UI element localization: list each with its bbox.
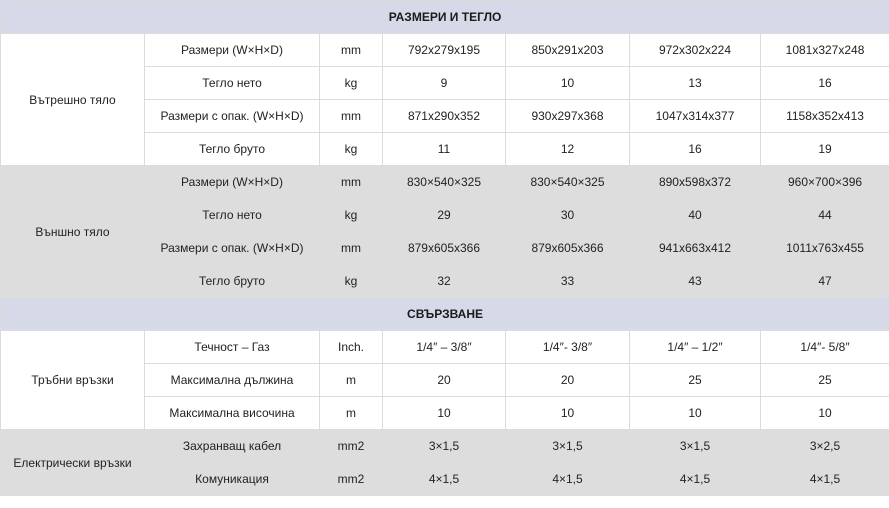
value-cell: 4×1,5 — [382, 462, 506, 496]
value-cell: 20 — [505, 363, 630, 397]
value-cell: 32 — [382, 264, 506, 298]
parameter-name: Размери (W×H×D) — [144, 33, 320, 67]
parameter-name: Течност – Газ — [144, 330, 320, 364]
unit-cell: mm — [319, 165, 383, 199]
section-header-row: СВЪРЗВАНЕ — [0, 297, 889, 331]
value-cell: 30 — [505, 198, 630, 232]
value-cell: 1/4″ – 3/8″ — [382, 330, 506, 364]
value-cell: 1047x314x377 — [629, 99, 761, 133]
unit-cell: kg — [319, 198, 383, 232]
value-cell: 20 — [382, 363, 506, 397]
value-cell: 930x297x368 — [505, 99, 630, 133]
value-cell: 40 — [629, 198, 761, 232]
parameter-name: Тегло бруто — [144, 264, 320, 298]
value-cell: 16 — [759, 66, 889, 100]
value-cell: 10 — [629, 396, 761, 430]
parameter-name: Тегло нето — [144, 198, 320, 232]
table-row: Размери с опак. (W×H×D) mm 879x605x366 879x… — [1, 231, 889, 265]
table-row: Максимална дължина m 20 20 25 25 — [1, 363, 889, 397]
group-label: Вътрешно тяло — [0, 33, 145, 166]
value-cell: 4×1,5 — [629, 462, 761, 496]
table-row: Електрически връзки Захранващ кабел mm2 3×1… — [0, 429, 889, 496]
value-cell: 25 — [759, 363, 889, 397]
value-cell: 890x598x372 — [629, 165, 761, 199]
table-row: Комуникация mm2 4×1,5 4×1,5 4×1,5 4×1,5 — [1, 462, 889, 496]
unit-cell: mm — [319, 231, 383, 265]
parameter-name: Тегло бруто — [144, 132, 320, 166]
parameter-name: Размери с опак. (W×H×D) — [144, 231, 320, 265]
value-cell: 33 — [505, 264, 630, 298]
unit-cell: mm2 — [319, 462, 383, 496]
value-cell: 941x663x412 — [629, 231, 761, 265]
parameter-name: Тегло нето — [144, 66, 320, 100]
value-cell: 1/4″- 5/8″ — [759, 330, 889, 364]
unit-cell: mm — [319, 99, 383, 133]
value-cell: 9 — [382, 66, 506, 100]
value-cell: 850x291x203 — [505, 33, 630, 67]
table-row: Вътрешно тяло Размери (W×H×D) mm 792x279x19… — [0, 33, 889, 166]
value-cell: 871x290x352 — [382, 99, 506, 133]
value-cell: 1/4″ – 1/2″ — [629, 330, 761, 364]
value-cell: 12 — [505, 132, 630, 166]
unit-cell: m — [319, 396, 383, 430]
parameter-name: Размери (W×H×D) — [144, 165, 320, 199]
value-cell: 4×1,5 — [505, 462, 630, 496]
value-cell: 972x302x224 — [629, 33, 761, 67]
parameter-name: Максимална височина — [144, 396, 320, 430]
group-label: Тръбни връзки — [0, 330, 145, 430]
table-row: Тегло нето kg 29 30 40 44 — [1, 198, 889, 232]
value-cell: 13 — [629, 66, 761, 100]
specifications-table: РАЗМЕРИ И ТЕГЛО Вътрешно тяло Размери (W×H… — [0, 0, 889, 496]
section-header-row: РАЗМЕРИ И ТЕГЛО — [0, 0, 889, 34]
section-title: РАЗМЕРИ И ТЕГЛО — [0, 0, 889, 34]
unit-cell: kg — [319, 132, 383, 166]
value-cell: 10 — [759, 396, 889, 430]
value-cell: 43 — [629, 264, 761, 298]
value-cell: 879x605x366 — [382, 231, 506, 265]
value-cell: 47 — [759, 264, 889, 298]
unit-cell: Inch. — [319, 330, 383, 364]
table-row: Тегло нето kg 9 10 13 16 — [1, 66, 889, 100]
value-cell: 10 — [505, 66, 630, 100]
parameter-name: Комуникация — [144, 462, 320, 496]
value-cell: 25 — [629, 363, 761, 397]
value-cell: 3×2,5 — [759, 429, 889, 463]
unit-cell: kg — [319, 66, 383, 100]
value-cell: 19 — [759, 132, 889, 166]
group-label: Електрически връзки — [0, 429, 145, 496]
parameter-name: Максимална дължина — [144, 363, 320, 397]
parameter-name: Размери с опак. (W×H×D) — [144, 99, 320, 133]
unit-cell: kg — [319, 264, 383, 298]
value-cell: 1/4″- 3/8″ — [505, 330, 630, 364]
table-row: Външно тяло Размери (W×H×D) mm 830×540×325 8… — [0, 165, 889, 298]
value-cell: 11 — [382, 132, 506, 166]
table-row: Тегло бруто kg 32 33 43 47 — [1, 264, 889, 298]
value-cell: 792x279x195 — [382, 33, 506, 67]
group-label: Външно тяло — [0, 165, 145, 298]
value-cell: 3×1,5 — [629, 429, 761, 463]
unit-cell: mm — [319, 33, 383, 67]
value-cell: 1158x352x413 — [759, 99, 889, 133]
section-title: СВЪРЗВАНЕ — [0, 297, 889, 331]
value-cell: 10 — [382, 396, 506, 430]
value-cell: 1081x327x248 — [759, 33, 889, 67]
value-cell: 44 — [759, 198, 889, 232]
unit-cell: m — [319, 363, 383, 397]
value-cell: 879x605x366 — [505, 231, 630, 265]
value-cell: 830×540×325 — [505, 165, 630, 199]
parameter-name: Захранващ кабел — [144, 429, 320, 463]
value-cell: 830×540×325 — [382, 165, 506, 199]
value-cell: 29 — [382, 198, 506, 232]
value-cell: 4×1,5 — [759, 462, 889, 496]
value-cell: 3×1,5 — [505, 429, 630, 463]
table-row: Тръбни връзки Течност – Газ Inch. 1/4″ – 3/… — [0, 330, 889, 430]
specifications-body: РАЗМЕРИ И ТЕГЛО Вътрешно тяло Размери (W×H… — [0, 0, 889, 496]
value-cell: 3×1,5 — [382, 429, 506, 463]
unit-cell: mm2 — [319, 429, 383, 463]
value-cell: 1011x763x455 — [759, 231, 889, 265]
value-cell: 960×700×396 — [759, 165, 889, 199]
value-cell: 16 — [629, 132, 761, 166]
value-cell: 10 — [505, 396, 630, 430]
